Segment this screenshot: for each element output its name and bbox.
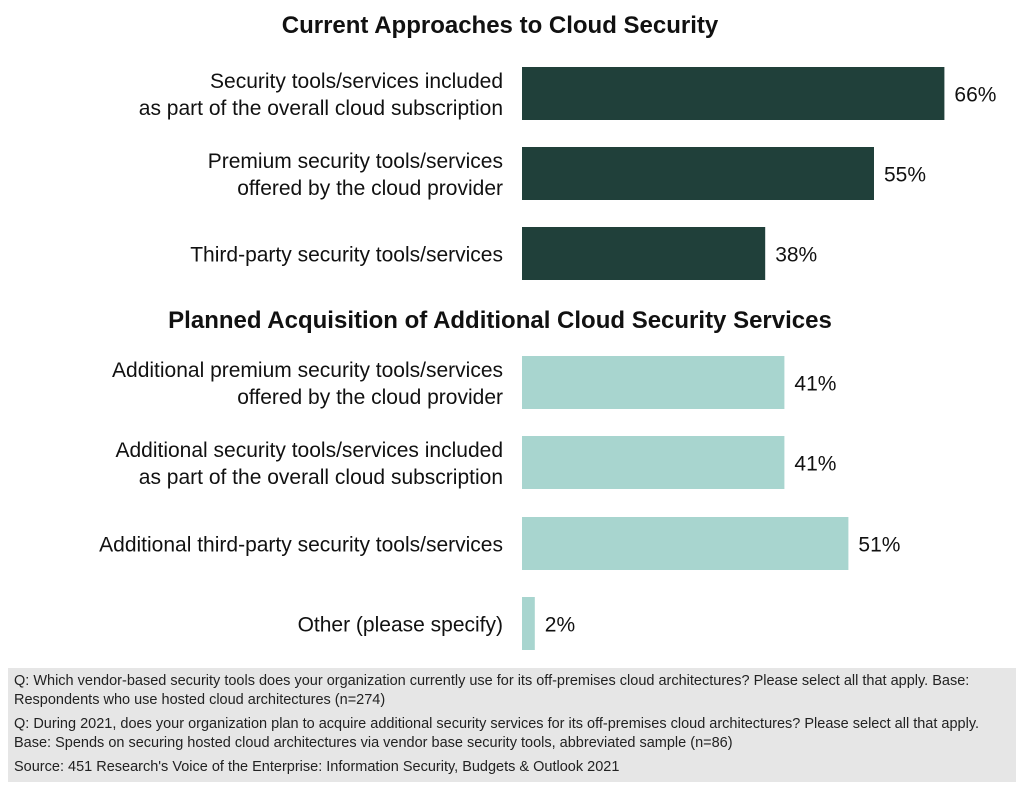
footnote-box: Q: Which vendor-based security tools doe… bbox=[8, 668, 1016, 782]
bar bbox=[522, 147, 874, 200]
footnote-source: Source: 451 Research's Voice of the Ente… bbox=[14, 759, 620, 775]
bar bbox=[522, 436, 785, 489]
category-label: offered by the cloud provider bbox=[237, 177, 503, 200]
chart-title-planned: Planned Acquisition of Additional Cloud … bbox=[168, 307, 832, 334]
category-label: Third-party security tools/services bbox=[190, 244, 503, 267]
category-label: offered by the cloud provider bbox=[237, 386, 503, 409]
data-label: 51% bbox=[858, 534, 900, 557]
footnote-q2: Q: During 2021, does your organization p… bbox=[14, 716, 980, 751]
data-label: 66% bbox=[954, 84, 996, 107]
category-label: Additional security tools/services inclu… bbox=[115, 439, 503, 462]
category-label: as part of the overall cloud subscriptio… bbox=[139, 466, 503, 489]
category-label: Premium security tools/services bbox=[208, 150, 503, 173]
bar-chart: 66% Security tools/services included as pa… bbox=[99, 67, 996, 650]
footnote-q1: Q: Which vendor-based security tools doe… bbox=[14, 673, 970, 708]
bar bbox=[522, 356, 785, 409]
data-label: 41% bbox=[794, 453, 836, 476]
bar bbox=[522, 517, 849, 570]
category-label: Additional premium security tools/servic… bbox=[112, 359, 503, 382]
data-label: 38% bbox=[775, 244, 817, 267]
data-label: 55% bbox=[884, 164, 926, 187]
bar bbox=[522, 597, 535, 650]
data-label: 2% bbox=[545, 614, 575, 637]
bar bbox=[522, 227, 766, 280]
category-label: Other (please specify) bbox=[298, 614, 503, 637]
category-label: as part of the overall cloud subscriptio… bbox=[139, 97, 503, 120]
bar bbox=[522, 67, 945, 120]
category-label: Security tools/services included bbox=[210, 70, 503, 93]
data-label: 41% bbox=[794, 373, 836, 396]
chart-title-current: Current Approaches to Cloud Security bbox=[281, 12, 719, 39]
category-label: Additional third-party security tools/se… bbox=[99, 534, 503, 557]
